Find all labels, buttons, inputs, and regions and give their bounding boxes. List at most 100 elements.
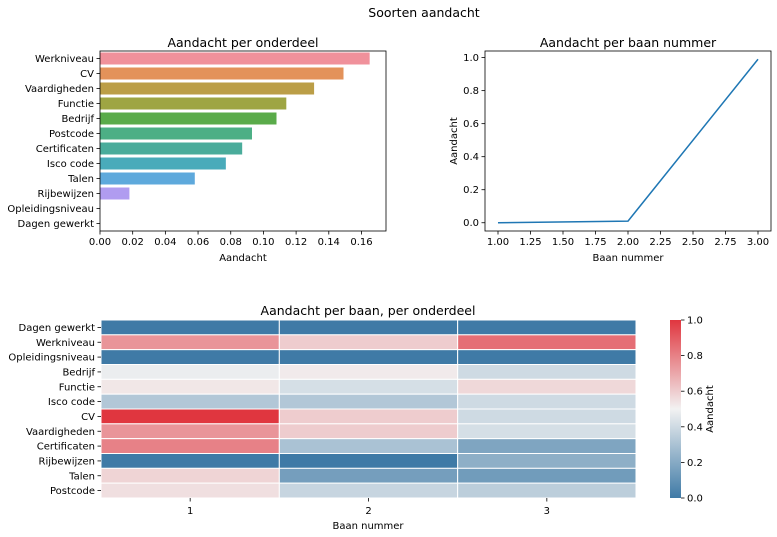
bar [100, 187, 130, 200]
row-label: Vaardigheden [26, 427, 95, 438]
bar-chart-y-ticks: Werkniveau CV Vaardigheden Functie Bedrijf Po… [7, 54, 100, 230]
bar [100, 157, 226, 170]
row-label: Werkniveau [36, 338, 95, 349]
heatmap-cell [100, 319, 280, 336]
bar-chart-frame [99, 50, 387, 232]
heatmap-cell [457, 319, 637, 336]
y-tick-label: 0.2 [463, 185, 479, 196]
row-label: Postcode [50, 486, 95, 497]
row-label: Opleidingsniveau [8, 353, 95, 364]
line-series [497, 58, 759, 224]
line-chart-title: Aandacht per baan nummer [540, 35, 717, 50]
y-tick-label: Bedrijf [61, 114, 94, 125]
heatmap-cell [278, 319, 459, 336]
heatmap-cell [278, 482, 459, 499]
heatmap-cell [457, 393, 637, 410]
row-label: Bedrijf [62, 367, 95, 378]
colorbar-tick-label: 0.4 [687, 422, 703, 433]
heatmap-cell [100, 482, 280, 499]
line-chart-x-ticks: 1.00 1.25 1.50 1.75 2.00 2.25 2.50 2.75 3.00 [487, 231, 769, 248]
x-tick-label: 0.06 [187, 237, 209, 248]
heatmap-cell [278, 378, 459, 395]
colorbar-gradient [670, 320, 681, 498]
bar [100, 67, 344, 80]
heatmap-cell [100, 334, 280, 351]
colorbar-tick-label: 1.0 [687, 316, 703, 327]
heatmap-cell [100, 378, 280, 395]
heatmap-cell [100, 349, 280, 365]
x-tick-label: 0.12 [285, 237, 307, 248]
heatmap-cell [457, 467, 637, 484]
column-label: 1 [187, 506, 193, 517]
line-chart-y-ticks: 0.0 0.2 0.4 0.6 0.8 1.0 [463, 53, 485, 229]
bar [100, 97, 287, 110]
heatmap-cell [100, 423, 280, 440]
bar [100, 127, 252, 140]
y-tick-label: Vaardigheden [25, 84, 94, 95]
bar-chart-x-label: Aandacht [219, 253, 267, 264]
heatmap-cell [457, 423, 637, 440]
heatmap-x-label: Baan nummer [332, 521, 404, 532]
heatmap-cell [278, 438, 459, 454]
bar-chart-bars [100, 52, 370, 200]
heatmap-cell [457, 482, 637, 499]
x-tick-label: 2.00 [617, 237, 639, 248]
heatmap-cell [457, 364, 637, 380]
x-tick-label: 2.75 [714, 237, 736, 248]
y-tick-label: 0.0 [463, 218, 479, 229]
line-chart-x-label: Baan nummer [592, 253, 664, 264]
heatmap-title: Aandacht per baan, per onderdeel [261, 303, 476, 318]
x-tick-label: 2.25 [649, 237, 671, 248]
heatmap-cell [100, 364, 280, 380]
heatmap: Aandacht per baan, per onderdeel Dagen g… [8, 303, 637, 532]
row-label: Talen [68, 471, 95, 482]
bar [100, 142, 243, 155]
line-chart-series [497, 58, 759, 224]
colorbar: 0.0 0.2 0.4 0.6 0.8 1.0 Aandacht [670, 316, 716, 505]
column-label: 2 [365, 506, 371, 517]
x-tick-label: 1.00 [487, 237, 509, 248]
heatmap-cell [278, 467, 459, 484]
bar [100, 112, 277, 125]
heatmap-cell [278, 334, 459, 351]
heatmap-cell [278, 408, 459, 425]
heatmap-cell [100, 438, 280, 454]
heatmap-cell [457, 334, 637, 351]
heatmap-column-labels: 1 2 3 [187, 498, 550, 517]
row-label: Dagen gewerkt [19, 323, 96, 334]
x-tick-label: 0.16 [350, 237, 372, 248]
heatmap-cells [100, 319, 637, 499]
x-tick-label: 0.10 [252, 237, 274, 248]
y-tick-label: 0.8 [463, 86, 479, 97]
bar [100, 172, 195, 185]
figure-title: Soorten aandacht [368, 5, 479, 20]
row-label: Rijbewijzen [39, 456, 95, 467]
y-tick-label: Isco code [47, 159, 94, 170]
row-label: Functie [59, 382, 95, 393]
heatmap-cell [457, 349, 637, 365]
colorbar-tick-label: 0.2 [687, 458, 703, 469]
heatmap-cell [457, 408, 637, 425]
x-tick-label: 2.50 [682, 237, 704, 248]
heatmap-cell [278, 393, 459, 410]
heatmap-cell [278, 364, 459, 380]
colorbar-label: Aandacht [705, 385, 716, 433]
bar [100, 82, 315, 95]
y-tick-label: CV [80, 69, 94, 80]
y-tick-label: Functie [58, 99, 94, 110]
heatmap-cell [100, 453, 280, 469]
heatmap-cell [278, 453, 459, 469]
y-tick-label: 0.6 [463, 119, 479, 130]
y-tick-label: Rijbewijzen [38, 189, 94, 200]
y-tick-label: 1.0 [463, 53, 479, 64]
bar-chart-title: Aandacht per onderdeel [167, 35, 318, 50]
y-tick-label: Talen [67, 174, 94, 185]
column-label: 3 [544, 506, 550, 517]
bar-chart: Aandacht per onderdeel Werkniveau CV Vaard… [7, 35, 387, 264]
bar-chart-x-ticks: 0.00 0.02 0.04 0.06 0.08 0.10 0.12 0.14 0.16 [89, 231, 373, 248]
x-tick-label: 0.04 [154, 237, 176, 248]
heatmap-cell [278, 423, 459, 440]
heatmap-cell [457, 378, 637, 395]
